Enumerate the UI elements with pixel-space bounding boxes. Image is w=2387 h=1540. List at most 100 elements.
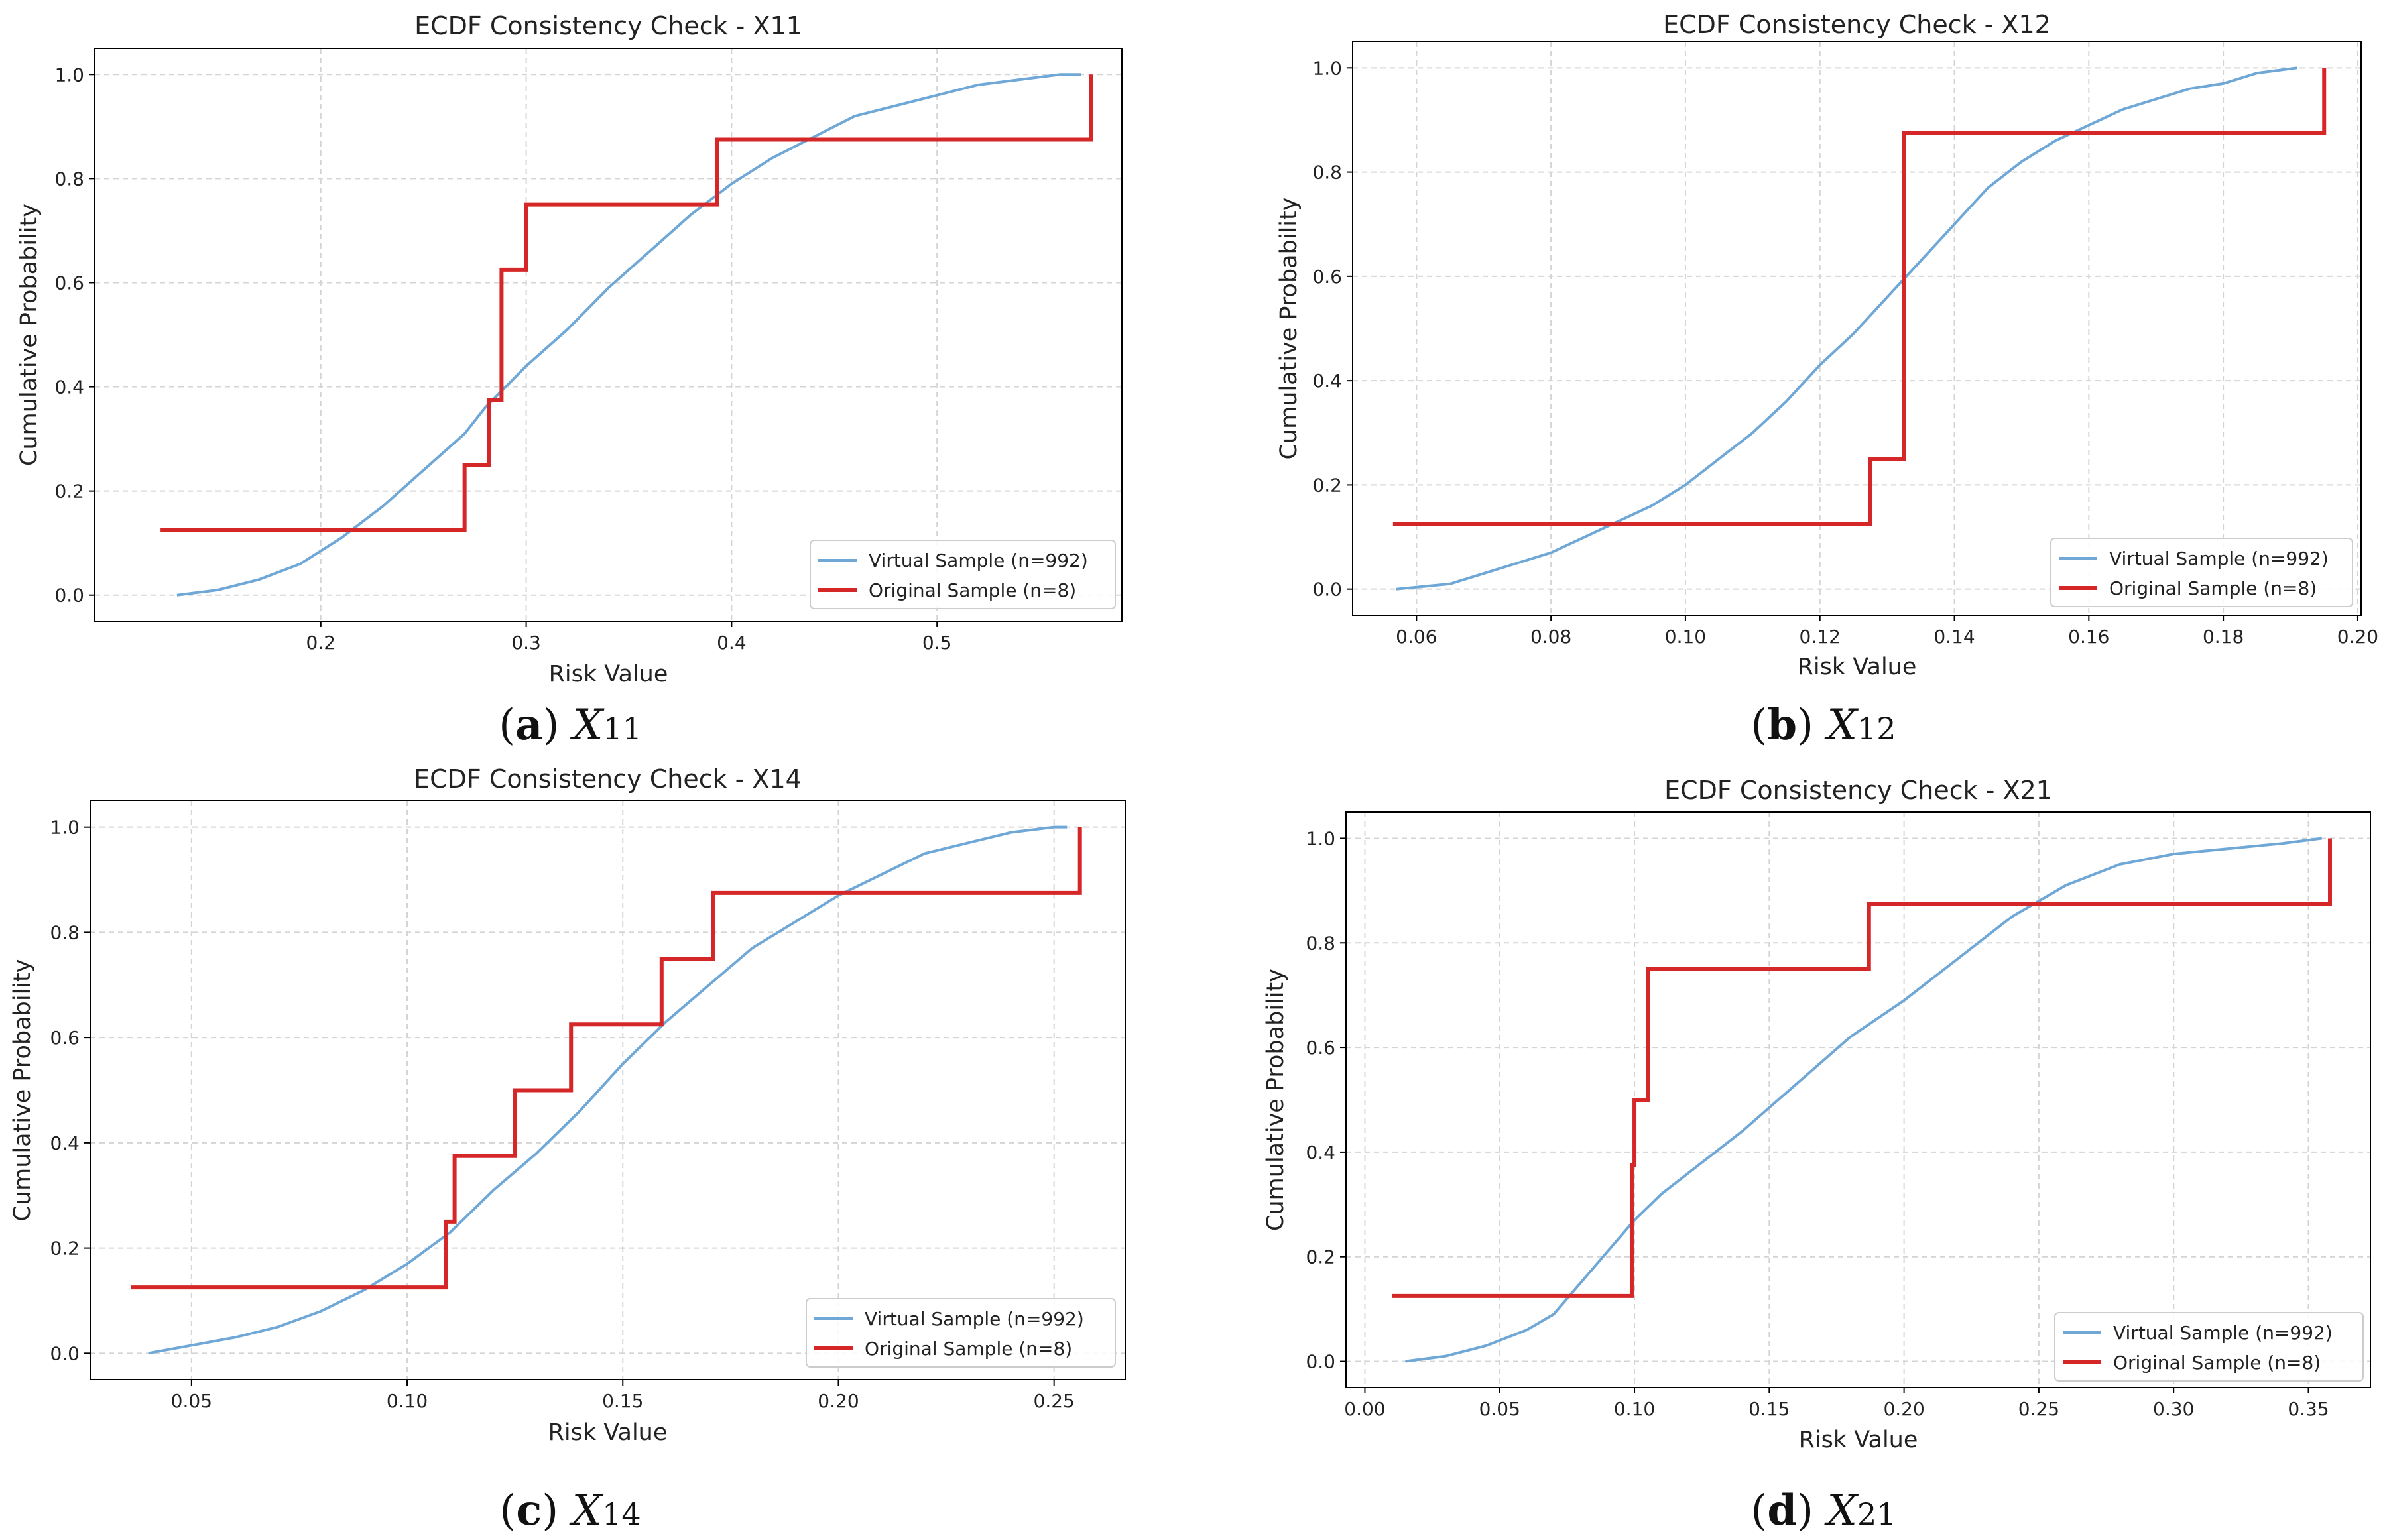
x-tick-label: 0.05 xyxy=(1479,1398,1520,1420)
panel-caption: (c) X14 xyxy=(499,1486,641,1535)
chart-panel-4: 0.00 0.05 0.10 0.15 0.20 0.25 0.30 0.35 0.0 0.2 0.… xyxy=(1262,776,2371,1535)
y-tick-label: 1.0 xyxy=(1306,827,1335,849)
virtual-sample-line xyxy=(1405,837,2323,1363)
legend: Virtual Sample (n=992) Original Sample (n… xyxy=(810,540,1116,609)
axes-frame xyxy=(1345,811,2371,1388)
chart-title: ECDF Consistency Check - X21 xyxy=(1664,776,2052,805)
x-tick-label: 0.05 xyxy=(171,1390,212,1412)
legend-box xyxy=(2050,538,2353,607)
chart-panel-2: 0.06 0.08 0.10 0.12 0.14 0.16 0.18 0.20 0.0 0.2 0.… xyxy=(1276,10,2378,750)
caption-letter: a xyxy=(515,700,542,750)
x-tick-label: 0.06 xyxy=(1396,626,1437,648)
y-tick-label: 0.2 xyxy=(54,481,84,503)
x-tick-label: 0.10 xyxy=(387,1390,428,1412)
x-tick-label: 0.10 xyxy=(1665,626,1706,648)
legend: Virtual Sample (n=992) Original Sample (n… xyxy=(806,1298,1116,1368)
y-tick-label: 0.6 xyxy=(1312,266,1342,288)
caption-variable: X xyxy=(569,1486,604,1535)
chart-title: ECDF Consistency Check - X11 xyxy=(414,11,802,40)
chart-title: ECDF Consistency Check - X12 xyxy=(1663,10,2051,39)
x-tick-label: 0.15 xyxy=(1748,1398,1790,1420)
y-tick-label: 0.0 xyxy=(50,1342,80,1364)
y-tick-label: 0.2 xyxy=(50,1238,80,1260)
y-tick-label: 0.0 xyxy=(1306,1351,1335,1373)
chart-title: ECDF Consistency Check - X14 xyxy=(414,764,802,794)
y-tick-label: 0.8 xyxy=(1312,162,1342,184)
legend: Virtual Sample (n=992) Original Sample (n… xyxy=(2050,538,2353,607)
legend-box xyxy=(2054,1312,2364,1382)
y-tick-label: 0.2 xyxy=(1312,474,1342,496)
y-tick-label: 0.6 xyxy=(50,1027,80,1049)
virtual-sample-line xyxy=(1396,66,2297,591)
x-tick-label: 0.16 xyxy=(2068,626,2109,648)
axes-frame xyxy=(1352,41,2362,616)
x-tick-label: 0.20 xyxy=(818,1390,859,1412)
x-tick-label: 0.20 xyxy=(2337,626,2378,648)
caption-subscript: 12 xyxy=(1857,711,1896,746)
original-sample-step-line xyxy=(1392,838,2333,1298)
y-tick-label: 1.0 xyxy=(50,817,80,839)
legend-box xyxy=(806,1298,1116,1368)
x-tick-label: 0.5 xyxy=(922,632,952,654)
caption-letter: b xyxy=(1767,700,1797,750)
y-axis-label: Cumulative Probability xyxy=(16,204,42,466)
x-axis-label: Risk Value xyxy=(1799,1427,1918,1453)
x-axis-label: Risk Value xyxy=(1798,654,1917,680)
x-tick-label: 0.10 xyxy=(1614,1398,1655,1420)
legend: Virtual Sample (n=992) Original Sample (n… xyxy=(2054,1312,2364,1382)
x-tick-label: 0.3 xyxy=(511,632,541,654)
virtual-sample-line xyxy=(148,825,1068,1355)
x-tick-label: 0.20 xyxy=(1883,1398,1924,1420)
x-tick-label: 0.25 xyxy=(2018,1398,2059,1420)
y-tick-label: 0.8 xyxy=(1306,932,1335,954)
legend-virtual-label: Virtual Sample (n=992) xyxy=(2109,548,2329,569)
original-sample-step-line xyxy=(160,74,1093,532)
caption-variable: X xyxy=(1823,701,1859,750)
y-axis-label: Cumulative Probability xyxy=(1276,198,1302,460)
legend-virtual-label: Virtual Sample (n=992) xyxy=(869,550,1088,571)
x-tick-label: 0.14 xyxy=(1933,626,1975,648)
y-tick-label: 1.0 xyxy=(1312,57,1342,79)
y-tick-label: 0.6 xyxy=(54,272,84,294)
y-tick-label: 0.0 xyxy=(1312,579,1342,601)
y-tick-label: 0.8 xyxy=(50,921,80,943)
caption-variable: X xyxy=(570,701,605,750)
chart-panel-1: 0.2 0.3 0.4 0.5 0.0 0.2 0.4 0.6 0.8 1.0 ECDF Consi… xyxy=(16,11,1123,750)
y-tick-label: 0.2 xyxy=(1306,1246,1335,1268)
original-sample-step-line xyxy=(1392,68,2327,526)
x-tick-label: 0.30 xyxy=(2153,1398,2194,1420)
legend-box xyxy=(810,540,1116,609)
y-tick-label: 0.4 xyxy=(1306,1142,1335,1163)
legend-original-label: Original Sample (n=8) xyxy=(2109,577,2317,599)
x-tick-label: 0.2 xyxy=(306,632,336,654)
x-tick-label: 0.00 xyxy=(1344,1398,1385,1420)
x-tick-label: 0.08 xyxy=(1530,626,1571,648)
x-tick-label: 0.15 xyxy=(602,1390,643,1412)
y-tick-label: 0.4 xyxy=(1312,370,1342,392)
caption-letter: c xyxy=(516,1486,542,1535)
legend-original-label: Original Sample (n=8) xyxy=(2113,1352,2321,1374)
chart-panel-3: 0.05 0.10 0.15 0.20 0.25 0.0 0.2 0.4 0.6 0.8 1.0 EC… xyxy=(9,764,1126,1535)
y-tick-label: 0.6 xyxy=(1306,1037,1335,1059)
y-tick-label: 0.4 xyxy=(50,1132,80,1154)
virtual-sample-line xyxy=(176,73,1081,597)
caption-subscript: 11 xyxy=(603,711,642,746)
y-tick-label: 1.0 xyxy=(54,64,84,86)
caption-letter: d xyxy=(1767,1486,1797,1535)
caption-variable: X xyxy=(1823,1486,1859,1535)
panel-caption: (d) X21 xyxy=(1750,1486,1896,1535)
panel-caption: (a) X11 xyxy=(499,700,642,750)
caption-subscript: 21 xyxy=(1857,1496,1896,1532)
x-tick-label: 0.25 xyxy=(1034,1390,1075,1412)
legend-original-label: Original Sample (n=8) xyxy=(869,579,1076,601)
x-tick-label: 0.35 xyxy=(2288,1398,2329,1420)
panel-caption: (b) X12 xyxy=(1750,700,1896,750)
x-tick-label: 0.18 xyxy=(2203,626,2244,648)
y-tick-label: 0.4 xyxy=(54,377,84,398)
original-sample-step-line xyxy=(131,827,1082,1290)
axes-frame xyxy=(90,800,1126,1380)
y-axis-label: Cumulative Probability xyxy=(9,959,36,1222)
caption-subscript: 14 xyxy=(602,1496,641,1532)
